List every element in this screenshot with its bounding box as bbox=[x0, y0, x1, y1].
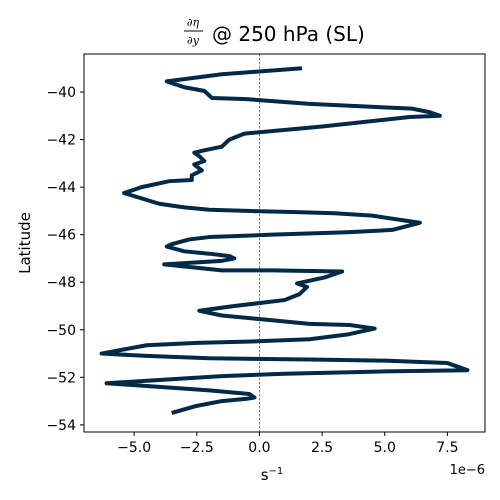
title-denominator: ∂y bbox=[187, 34, 200, 47]
x-tick-label: −2.5 bbox=[180, 440, 214, 456]
x-tick-label: 2.5 bbox=[311, 440, 333, 456]
x-axis-label-base: s bbox=[261, 466, 269, 484]
title-text: @ 250 hPa (SL) bbox=[212, 22, 365, 46]
y-tick-label: −48 bbox=[46, 275, 76, 291]
x-tick-label: 7.5 bbox=[436, 440, 458, 456]
series-line-0 bbox=[102, 68, 468, 413]
x-axis-label-exponent: −1 bbox=[269, 466, 284, 477]
y-tick-label: −54 bbox=[46, 418, 76, 434]
x-tick-label: 5.0 bbox=[374, 440, 396, 456]
axes: −5.0 −2.5 0.0 2.5 5.0 7.5 −40 −42 −44 −46 −48 −50 −5… bbox=[46, 54, 485, 456]
x-axis-label: s−1 bbox=[261, 466, 284, 484]
y-tick-label: −40 bbox=[46, 85, 76, 101]
y-tick-label: −52 bbox=[46, 370, 76, 386]
y-tick-label: −42 bbox=[46, 133, 76, 149]
y-axis-label: Latitude bbox=[16, 212, 34, 274]
title-numerator: ∂η bbox=[187, 16, 200, 29]
chart-title: ∂η ∂y @ 250 hPa (SL) bbox=[184, 16, 365, 47]
x-tick-label: 0.0 bbox=[248, 440, 270, 456]
y-tick-label: −44 bbox=[46, 180, 76, 196]
y-tick-label: −50 bbox=[46, 323, 76, 339]
x-tick-label: −5.0 bbox=[117, 440, 151, 456]
plot-area bbox=[102, 54, 468, 432]
y-tick-label: −46 bbox=[46, 228, 76, 244]
x-axis-offset-label: 1e−6 bbox=[450, 463, 485, 478]
